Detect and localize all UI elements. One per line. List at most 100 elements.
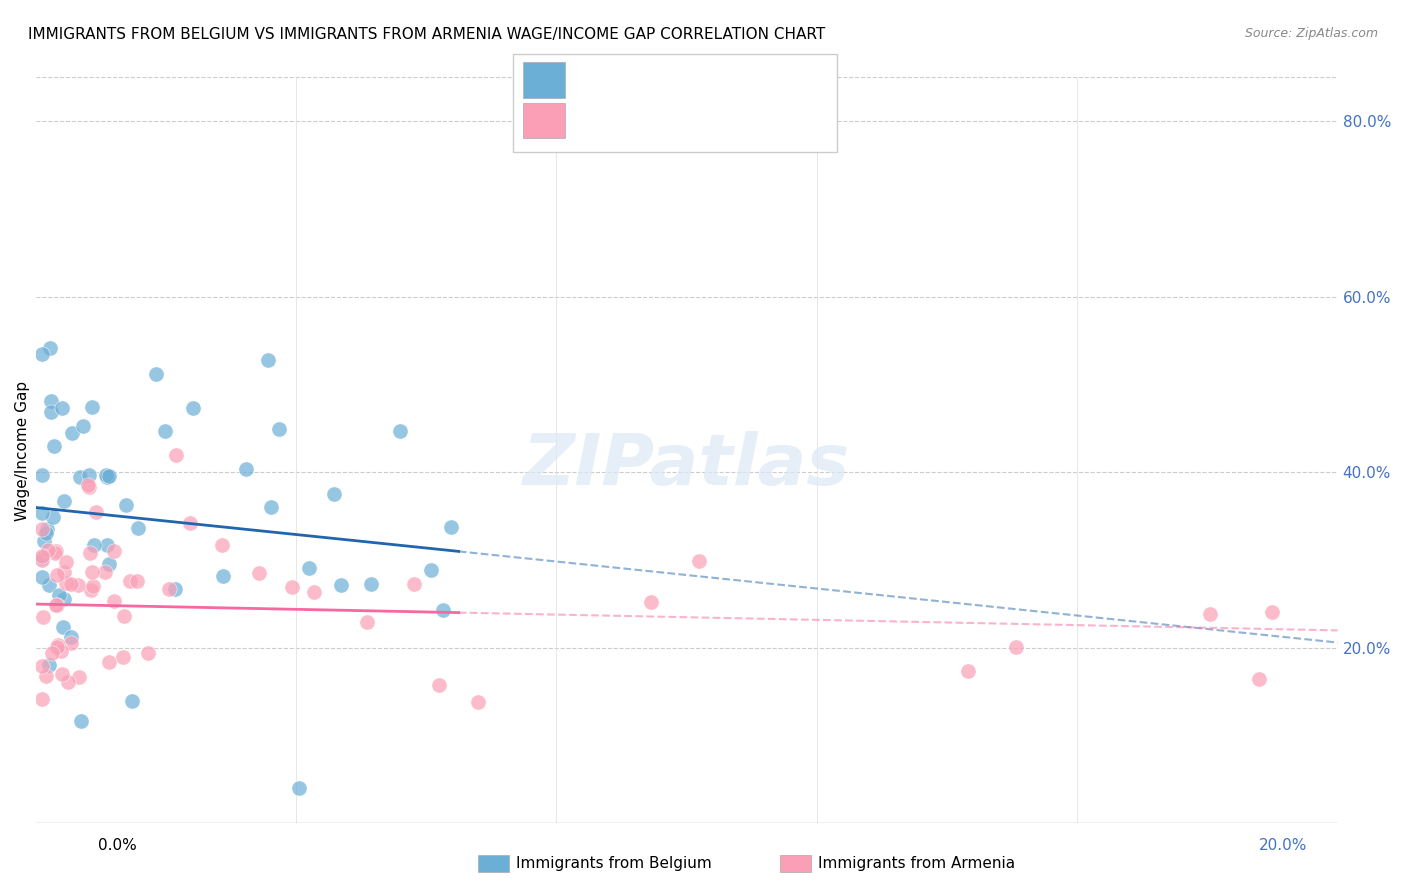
Point (322, 487, 344, 501)
Point (166, 448, 188, 462)
Point (427, 678, 450, 692)
Point (1199, 607, 1222, 622)
Point (304, 584, 326, 599)
Point (82, 579, 104, 593)
Point (55, 575, 77, 590)
Point (44, 545, 66, 559)
Point (94, 565, 117, 579)
Point (46, 568, 69, 582)
Point (121, 694, 143, 708)
Point (31, 506, 53, 520)
Y-axis label: Wage/Income Gap: Wage/Income Gap (15, 380, 30, 521)
Point (688, 554, 710, 568)
Point (77, 477, 100, 491)
Text: R = -0.063   N = 54: R = -0.063 N = 54 (574, 73, 747, 87)
Point (165, 582, 187, 597)
Point (360, 577, 382, 591)
Point (298, 560, 321, 574)
Point (41, 646, 63, 660)
Point (45, 599, 67, 613)
Point (77, 480, 100, 494)
Point (67, 670, 90, 684)
Point (420, 563, 443, 577)
Point (96, 538, 118, 552)
Point (257, 352, 280, 367)
Text: ZIPatlas: ZIPatlas (523, 431, 851, 500)
Text: Immigrants from Belgium: Immigrants from Belgium (516, 856, 711, 871)
Point (39, 394, 62, 409)
Point (235, 462, 257, 476)
Point (181, 401, 204, 415)
Point (260, 500, 283, 514)
Point (97, 468, 120, 483)
Point (1249, 672, 1271, 686)
Point (66, 578, 89, 592)
Point (31, 659, 53, 673)
Point (136, 646, 159, 660)
Point (32, 609, 55, 624)
Point (389, 425, 412, 439)
Point (37, 543, 59, 558)
Point (1261, 605, 1284, 619)
Point (79, 546, 101, 560)
Point (145, 367, 167, 381)
Point (48, 589, 70, 603)
Point (32, 533, 55, 548)
Point (157, 582, 180, 596)
Point (69, 470, 91, 484)
Point (60, 426, 83, 441)
Point (179, 516, 201, 530)
Point (94, 468, 117, 483)
Text: Source: ZipAtlas.com: Source: ZipAtlas.com (1244, 27, 1378, 40)
Point (432, 603, 454, 617)
Point (281, 580, 304, 594)
Point (51, 667, 73, 681)
Point (111, 649, 134, 664)
Point (60, 630, 83, 644)
Point (44, 439, 66, 453)
Point (45, 598, 67, 612)
Point (467, 695, 489, 709)
Point (77, 467, 100, 482)
Point (59, 635, 82, 649)
Point (35, 525, 58, 540)
Point (42, 510, 65, 524)
Point (103, 594, 125, 608)
Point (41, 405, 63, 419)
Point (70, 714, 93, 728)
Point (38, 578, 60, 592)
Point (72, 419, 94, 434)
Point (46, 638, 69, 652)
Point (153, 424, 176, 438)
Point (45, 543, 67, 558)
Point (114, 498, 136, 512)
Point (34, 669, 56, 683)
Point (37, 522, 59, 536)
Point (52, 592, 75, 607)
Point (83, 538, 105, 552)
Point (31, 550, 53, 565)
Point (288, 781, 311, 796)
Text: IMMIGRANTS FROM BELGIUM VS IMMIGRANTS FROM ARMENIA WAGE/INCOME GAP CORRELATION C: IMMIGRANTS FROM BELGIUM VS IMMIGRANTS FR… (28, 27, 825, 42)
Point (103, 544, 125, 558)
Point (80, 400, 103, 414)
Point (31, 346, 53, 360)
Point (211, 538, 233, 552)
Point (1004, 640, 1026, 655)
Point (51, 620, 73, 634)
Point (31, 468, 53, 483)
Text: R =  -0.101   N = 60: R = -0.101 N = 60 (574, 113, 756, 128)
Point (52, 565, 75, 579)
Point (329, 578, 352, 592)
Point (212, 569, 235, 583)
Point (39, 341, 62, 355)
Point (31, 692, 53, 706)
Point (112, 608, 135, 623)
Point (98, 655, 121, 669)
Point (55, 555, 77, 569)
Point (52, 494, 75, 508)
Point (247, 566, 270, 580)
Point (120, 574, 142, 588)
Point (127, 574, 149, 589)
Text: Immigrants from Armenia: Immigrants from Armenia (818, 856, 1015, 871)
